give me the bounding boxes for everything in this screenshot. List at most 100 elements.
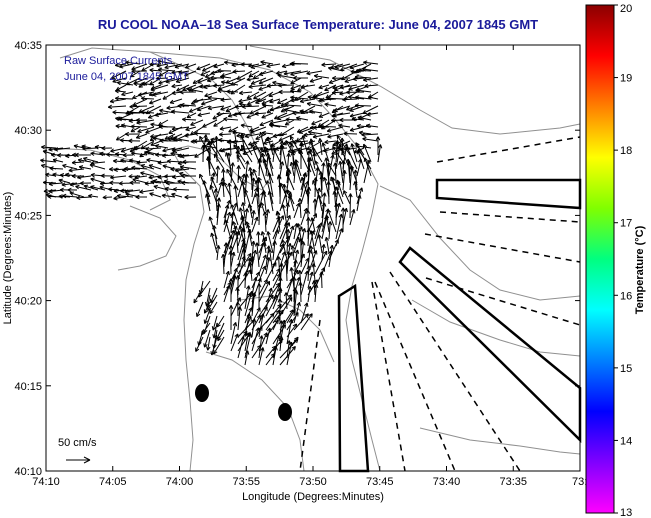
current-vector: [58, 178, 71, 184]
current-vector: [234, 231, 240, 254]
current-vector: [314, 222, 323, 247]
colorbar-ticks: 20 19 18 17 16 15 14 13: [614, 3, 632, 518]
current-vector: [181, 173, 197, 179]
current-vector: [280, 144, 288, 170]
current-vector: [300, 228, 307, 247]
current-vector: [115, 96, 134, 101]
current-vector: [300, 241, 306, 268]
current-vector: [327, 221, 333, 240]
current-vector: [300, 84, 316, 89]
current-vector: [328, 154, 335, 177]
current-vector: [346, 158, 351, 184]
current-vector: [258, 242, 265, 261]
current-vector: [251, 318, 257, 338]
current-vector: [258, 313, 265, 338]
current-vector: [353, 169, 359, 191]
current-vector: [342, 170, 347, 191]
current-vector: [101, 145, 113, 151]
current-vector: [216, 181, 223, 198]
current-vector: [311, 280, 317, 296]
current-vector: [149, 68, 162, 73]
current-vector: [197, 77, 211, 84]
current-vector: [250, 143, 260, 163]
current-vector: [246, 224, 253, 247]
current-vector: [204, 70, 218, 78]
x-tick-label: 73:40: [433, 476, 461, 488]
current-vector: [74, 152, 91, 158]
current-vector: [254, 111, 267, 116]
current-vector: [177, 153, 190, 158]
current-vector: [133, 81, 148, 87]
current-vector: [71, 160, 85, 165]
current-vector: [299, 98, 316, 104]
current-vector: [78, 165, 92, 170]
current-vector: [303, 132, 316, 138]
current-vector: [171, 126, 190, 132]
current-vector: [215, 245, 221, 261]
current-vector: [328, 77, 344, 84]
current-vector: [52, 158, 64, 163]
current-vector: [201, 98, 218, 106]
current-vector: [125, 60, 141, 65]
current-vector: [68, 167, 85, 173]
current-vector: [258, 77, 274, 85]
current-vector: [216, 203, 221, 226]
current-vector: [355, 95, 372, 100]
current-vector: [220, 74, 232, 80]
current-vector: [184, 133, 197, 138]
current-vector: [285, 202, 290, 219]
current-vector: [109, 180, 120, 186]
current-vector: [258, 335, 264, 359]
current-vector: [216, 111, 232, 117]
current-vector: [265, 245, 271, 268]
current-vector: [293, 226, 303, 247]
current-vector: [102, 195, 113, 200]
offshore-contour: [379, 185, 581, 301]
current-vector: [170, 166, 183, 172]
current-vector: [318, 171, 324, 198]
current-vector: [265, 327, 272, 345]
current-vector: [250, 77, 267, 85]
current-vector: [255, 133, 267, 140]
current-vector: [327, 96, 344, 101]
current-vector: [354, 103, 372, 108]
current-vector: [243, 189, 253, 212]
current-vector: [309, 109, 323, 114]
current-vector: [145, 146, 162, 152]
current-vector: [185, 126, 197, 132]
current-vector: [272, 240, 277, 261]
scale-arrow-icon: [66, 456, 91, 464]
current-vector: [272, 215, 284, 240]
current-vector: [155, 152, 169, 158]
current-vector: [366, 112, 379, 117]
current-vector: [251, 177, 256, 198]
buoy-west: [195, 384, 209, 402]
current-vector: [285, 229, 291, 254]
current-vector: [312, 180, 323, 205]
current-vector: [207, 95, 225, 101]
current-vector: [184, 70, 197, 77]
current-vector: [321, 142, 330, 163]
colorbar-tick-label: 20: [620, 3, 632, 15]
current-vector: [355, 142, 365, 156]
current-vector: [230, 251, 236, 268]
current-vector: [226, 89, 239, 94]
current-vector: [110, 70, 127, 79]
current-vector: [194, 131, 211, 136]
x-tick-label: 74:05: [99, 476, 127, 488]
current-vector: [227, 182, 232, 205]
current-vector: [313, 73, 330, 79]
current-vector: [77, 174, 92, 180]
current-vector: [232, 69, 246, 74]
current-vector: [251, 276, 258, 296]
current-vector: [193, 287, 204, 304]
current-vector: [204, 91, 218, 98]
current-vector: [307, 271, 314, 289]
colorbar-tick-label: 16: [620, 290, 632, 302]
current-vector: [293, 161, 302, 184]
current-vector: [73, 144, 85, 149]
current-vector: [41, 144, 57, 150]
current-vector: [314, 250, 328, 275]
current-vector: [215, 165, 221, 184]
current-vector: [203, 301, 211, 314]
